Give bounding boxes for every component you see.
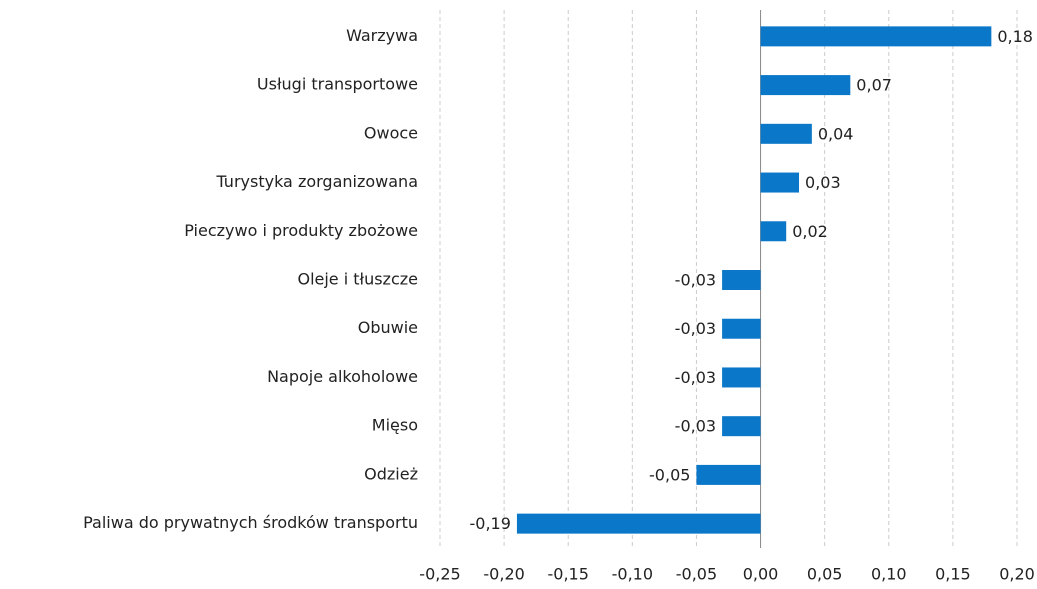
value-label: 0,02 <box>792 222 828 241</box>
value-label: -0,03 <box>675 319 716 338</box>
value-label: -0,19 <box>470 514 511 533</box>
x-tick-label: -0,15 <box>548 565 589 584</box>
y-tick-label: Owoce <box>364 123 418 142</box>
value-label: 0,03 <box>805 173 841 192</box>
y-tick-label: Napoje alkoholowe <box>267 367 418 386</box>
value-label: 0,04 <box>818 124 854 143</box>
bar <box>760 123 812 144</box>
y-tick-label: Odzież <box>364 464 418 483</box>
x-tick-label: -0,25 <box>419 565 460 584</box>
y-tick-label: Mięso <box>372 416 418 435</box>
x-tick-label: 0,00 <box>743 565 779 584</box>
bar <box>760 75 851 96</box>
y-tick-label: Usługi transportowe <box>257 75 418 94</box>
y-tick-label: Paliwa do prywatnych środków transportu <box>83 513 418 532</box>
x-tick-label: -0,20 <box>483 565 524 584</box>
value-label: -0,05 <box>649 465 690 484</box>
value-label: -0,03 <box>675 417 716 436</box>
bar <box>516 513 761 534</box>
y-tick-label: Turystyka zorganizowana <box>215 172 418 191</box>
bar <box>760 26 992 47</box>
bar <box>722 416 761 437</box>
bar <box>760 221 787 242</box>
x-tick-label: 0,15 <box>935 565 971 584</box>
y-tick-label: Obuwie <box>358 318 418 337</box>
x-tick-label: -0,05 <box>676 565 717 584</box>
y-tick-label: Oleje i tłuszcze <box>297 270 418 289</box>
value-label: -0,03 <box>675 271 716 290</box>
bar <box>722 270 761 290</box>
value-label: 0,07 <box>856 76 892 95</box>
value-label: 0,18 <box>997 27 1033 46</box>
bar <box>722 367 761 388</box>
bar <box>760 172 800 193</box>
x-tick-label: 0,05 <box>807 565 843 584</box>
y-tick-label: Pieczywo i produkty zbożowe <box>184 221 418 240</box>
x-tick-label: 0,10 <box>871 565 907 584</box>
x-tick-label: 0,20 <box>999 565 1035 584</box>
x-tick-label: -0,10 <box>612 565 653 584</box>
y-tick-label: Warzywa <box>346 26 418 45</box>
bar <box>696 464 761 485</box>
bar <box>722 318 761 339</box>
value-label: -0,03 <box>675 368 716 387</box>
